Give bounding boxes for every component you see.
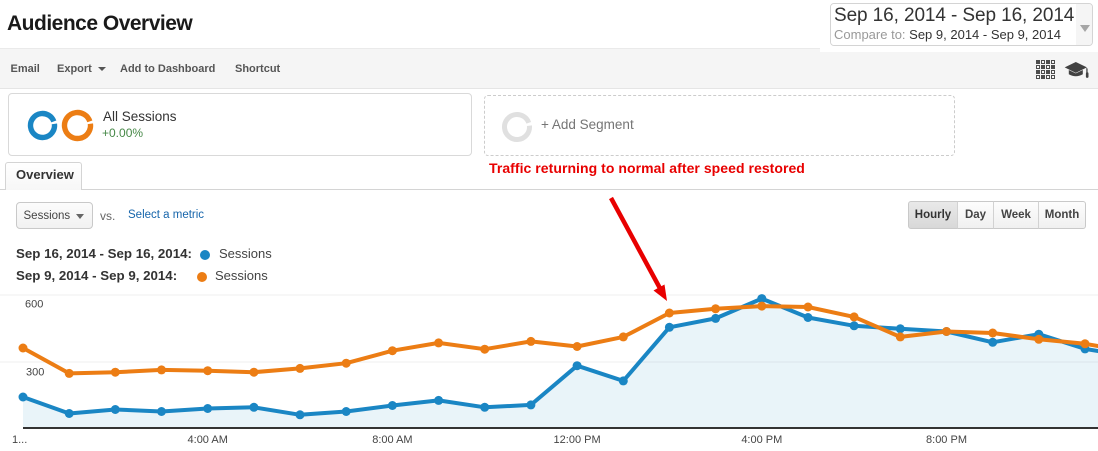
svg-text:300: 300 — [26, 367, 44, 379]
svg-text:1...: 1... — [12, 434, 27, 446]
svg-text:4:00 PM: 4:00 PM — [741, 434, 782, 446]
svg-text:8:00 PM: 8:00 PM — [926, 434, 967, 446]
svg-text:8:00 AM: 8:00 AM — [372, 434, 412, 446]
svg-text:12:00 PM: 12:00 PM — [554, 434, 601, 446]
svg-text:600: 600 — [25, 299, 43, 311]
svg-text:4:00 AM: 4:00 AM — [188, 434, 228, 446]
